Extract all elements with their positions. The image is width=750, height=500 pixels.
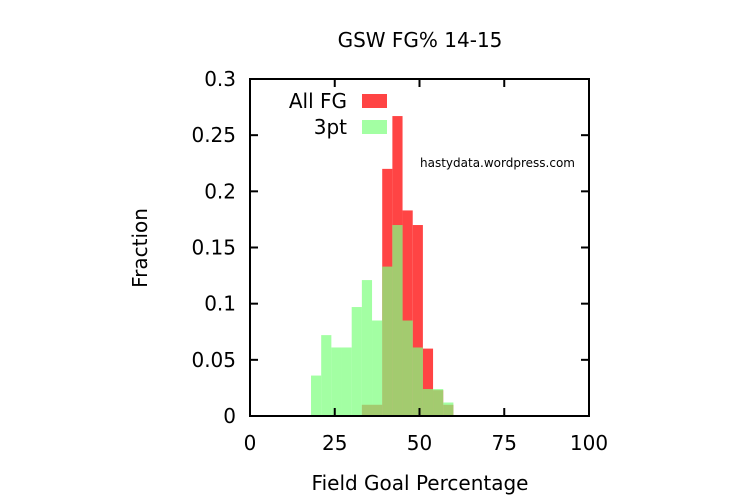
- bars-group: [311, 116, 454, 416]
- plot-frame: [249, 78, 590, 417]
- x-tick-label: 75: [492, 431, 517, 455]
- bar-all-fg-6: [422, 348, 434, 416]
- legend-label: All FG: [289, 89, 347, 113]
- y-tick-label: 0.05: [191, 348, 236, 372]
- bar-3pt-0: [311, 375, 322, 416]
- bar-all-fg-5: [412, 225, 423, 416]
- bar-3pt-4: [351, 307, 362, 416]
- legend-label: 3pt: [314, 115, 347, 139]
- y-tick-label: 0.2: [204, 179, 236, 203]
- x-tick-label: 50: [407, 431, 432, 455]
- x-axis-label: Field Goal Percentage: [312, 471, 529, 495]
- bar-3pt-6: [372, 320, 383, 416]
- y-tick-label: 0.1: [204, 292, 236, 316]
- bar-3pt-2: [331, 347, 342, 416]
- bar-3pt-8: [392, 225, 403, 416]
- watermark-annotation: hastydata.wordpress.com: [420, 156, 575, 170]
- bar-3pt-11: [422, 389, 434, 416]
- ticks-group: 0 25 50 75 100 0 0.05 0.1 0.15 0.2 0.25 0.3: [191, 67, 608, 455]
- legend-swatch: [362, 94, 387, 108]
- bar-3pt-13: [443, 402, 454, 416]
- x-tick-label: 0: [244, 431, 257, 455]
- bar-3pt-3: [341, 347, 352, 416]
- y-tick-label: 0.25: [191, 123, 236, 147]
- y-tick-label: 0.15: [191, 236, 236, 260]
- x-tick-label: 100: [570, 431, 608, 455]
- bar-3pt-12: [433, 389, 444, 416]
- bar-3pt-5: [361, 280, 373, 416]
- bar-3pt-1: [321, 335, 332, 416]
- y-axis-label: Fraction: [128, 208, 152, 288]
- y-tick-label: 0: [223, 404, 236, 428]
- bar-all-fg-4: [402, 210, 413, 416]
- bar-3pt-9: [402, 320, 413, 416]
- bar-3pt-10: [412, 347, 423, 416]
- chart-title: GSW FG% 14-15: [338, 28, 503, 52]
- y-tick-label: 0.3: [204, 67, 236, 91]
- legend-swatch: [362, 120, 387, 134]
- x-tick-label: 25: [322, 431, 347, 455]
- bar-3pt-7: [382, 266, 393, 416]
